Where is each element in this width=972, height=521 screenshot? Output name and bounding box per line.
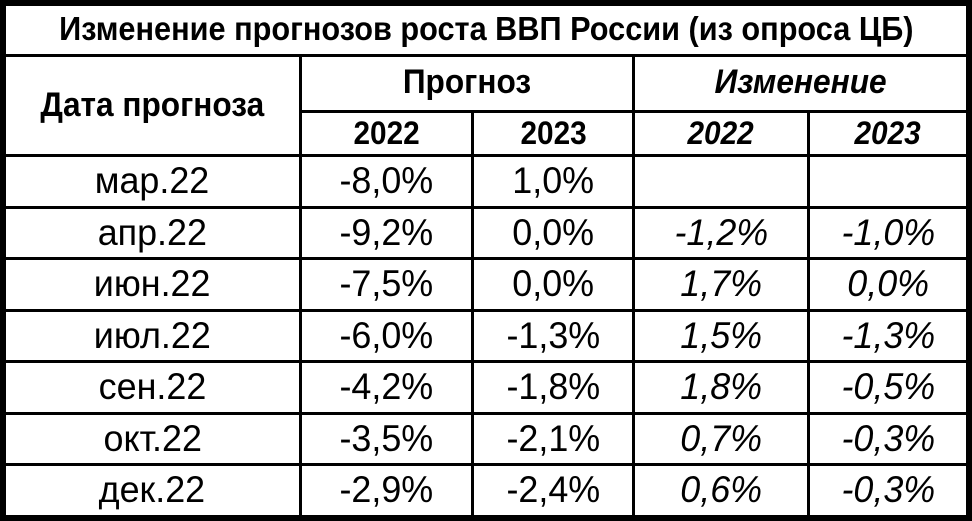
- forecast-2022-label: 2022: [353, 114, 420, 151]
- cell-change-2023: 0,0%: [806, 257, 971, 312]
- forecast-2023-label: 2023: [520, 114, 587, 151]
- cell-forecast-2022: -9,2%: [298, 205, 475, 261]
- cell-forecast-2022: -4,2%: [298, 360, 475, 415]
- date-value: июн.22: [94, 263, 211, 305]
- change-2023-value: -0,3%: [840, 417, 935, 459]
- cell-date: июл.22: [1, 308, 302, 364]
- column-header-date-label: Дата прогноза: [40, 85, 265, 124]
- forecast-2022-value: -6,0%: [339, 314, 434, 356]
- table-title: Изменение прогнозов роста ВВП России (из…: [58, 10, 914, 48]
- cell-change-2022: 1,7%: [632, 257, 810, 312]
- cell-date: мар.22: [1, 154, 302, 209]
- table-row: апр.22 -9,2% 0,0% -1,2% -1,0%: [1, 205, 971, 261]
- change-2023-label: 2023: [854, 114, 921, 151]
- column-group-forecast-label: Прогноз: [402, 63, 532, 102]
- column-group-change-label: Изменение: [714, 63, 887, 102]
- table-row: дек.22 -2,9% -2,4% 0,6% -0,3%: [1, 463, 971, 520]
- date-value: сен.22: [98, 366, 207, 408]
- forecast-2023-value: 0,0%: [512, 263, 595, 305]
- column-group-change: Изменение: [632, 53, 971, 114]
- forecast-2023-value: -1,8%: [506, 366, 601, 408]
- forecast-2023-value: -2,1%: [506, 417, 601, 459]
- forecast-2023-value: -2,4%: [506, 469, 601, 511]
- change-2023-value: -0,5%: [840, 366, 935, 408]
- cell-date: дек.22: [1, 463, 302, 520]
- cell-change-2023: -1,3%: [806, 308, 971, 364]
- change-2022-value: 1,8%: [679, 366, 762, 408]
- cell-change-2022: 0,6%: [632, 463, 810, 520]
- date-value: апр.22: [97, 211, 207, 253]
- cell-forecast-2023: -1,8%: [471, 360, 636, 415]
- change-2023-value: -0,3%: [840, 469, 935, 511]
- cell-change-2023: [806, 154, 971, 209]
- title-cell: Изменение прогнозов роста ВВП России (из…: [1, 1, 971, 57]
- date-value: окт.22: [103, 417, 202, 459]
- header-group-row: Дата прогноза Прогноз Изменение: [1, 53, 971, 158]
- cell-change-2023: -1,0%: [806, 205, 971, 261]
- table-row: июн.22 -7,5% 0,0% 1,7% 0,0%: [1, 257, 971, 312]
- change-2023-value: -1,3%: [840, 314, 935, 356]
- cell-change-2022: 0,7%: [632, 411, 810, 467]
- table-row: сен.22 -4,2% -1,8% 1,8% -0,5%: [1, 360, 971, 415]
- cell-forecast-2022: -8,0%: [298, 154, 475, 209]
- forecast-2022-value: -9,2%: [339, 211, 434, 253]
- forecast-2023-value: 1,0%: [512, 160, 595, 202]
- cell-change-2022: [632, 154, 810, 209]
- cell-date: апр.22: [1, 205, 302, 261]
- forecast-2023-value: -1,3%: [506, 314, 601, 356]
- forecast-2023-value: 0,0%: [512, 211, 595, 253]
- cell-forecast-2022: -6,0%: [298, 308, 475, 364]
- change-2023-value: -1,0%: [840, 211, 935, 253]
- cell-change-2022: 1,8%: [632, 360, 810, 415]
- forecast-2022-value: -4,2%: [339, 366, 434, 408]
- cell-change-2023: -0,3%: [806, 411, 971, 467]
- change-2022-value: 1,5%: [679, 314, 762, 356]
- change-2022-label: 2022: [687, 114, 754, 151]
- cell-change-2023: -0,3%: [806, 463, 971, 520]
- column-header-change-2022: 2022: [632, 110, 810, 158]
- cell-date: сен.22: [1, 360, 302, 415]
- table-row: окт.22 -3,5% -2,1% 0,7% -0,3%: [1, 411, 971, 467]
- change-2023-value: 0,0%: [846, 263, 929, 305]
- forecast-2022-value: -7,5%: [339, 263, 434, 305]
- cell-change-2022: 1,5%: [632, 308, 810, 364]
- cell-forecast-2023: 0,0%: [471, 257, 636, 312]
- cell-forecast-2023: 1,0%: [471, 154, 636, 209]
- date-value: дек.22: [99, 469, 206, 511]
- change-2022-value: -1,2%: [674, 211, 768, 253]
- change-2022-value: 0,6%: [679, 469, 762, 511]
- cell-forecast-2023: -2,1%: [471, 411, 636, 467]
- date-value: мар.22: [95, 160, 210, 202]
- cell-forecast-2023: 0,0%: [471, 205, 636, 261]
- cell-forecast-2022: -7,5%: [298, 257, 475, 312]
- cell-change-2023: -0,5%: [806, 360, 971, 415]
- title-row: Изменение прогнозов роста ВВП России (из…: [1, 1, 971, 57]
- change-2022-value: 0,7%: [679, 417, 762, 459]
- column-header-change-2023: 2023: [806, 110, 971, 158]
- header-years-row: 2022 2023 2022 2023: [3, 110, 971, 158]
- forecast-2022-value: -2,9%: [339, 469, 434, 511]
- cell-change-2022: -1,2%: [632, 205, 810, 261]
- table-row: июл.22 -6,0% -1,3% 1,5% -1,3%: [1, 308, 971, 364]
- change-2022-value: 1,7%: [679, 263, 762, 305]
- forecast-2022-value: -8,0%: [339, 160, 434, 202]
- cell-forecast-2022: -3,5%: [298, 411, 475, 467]
- column-header-date: Дата прогноза: [1, 53, 302, 158]
- cell-forecast-2023: -1,3%: [471, 308, 636, 364]
- table-row: мар.22 -8,0% 1,0%: [1, 154, 971, 209]
- cell-forecast-2022: -2,9%: [298, 463, 475, 520]
- column-header-forecast-2023: 2023: [471, 110, 636, 158]
- column-group-forecast: Прогноз: [298, 53, 636, 114]
- cell-date: окт.22: [1, 411, 302, 467]
- cell-forecast-2023: -2,4%: [471, 463, 636, 520]
- column-header-forecast-2022: 2022: [298, 110, 475, 158]
- cell-date: июн.22: [1, 257, 302, 312]
- forecast-2022-value: -3,5%: [339, 417, 434, 459]
- date-value: июл.22: [93, 314, 211, 356]
